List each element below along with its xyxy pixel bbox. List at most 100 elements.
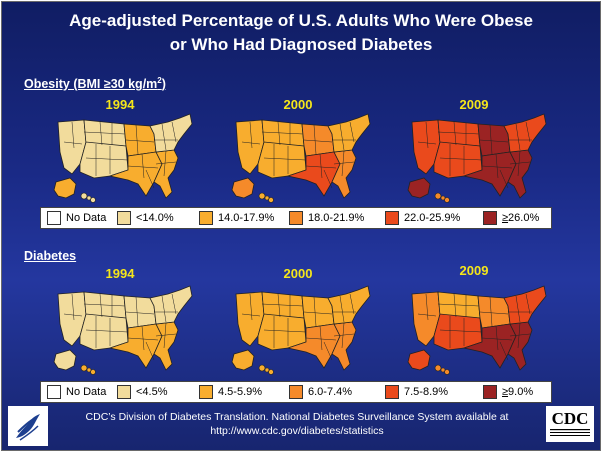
map-state-border (339, 295, 345, 323)
map-state-border (261, 303, 304, 307)
obesity-map-2009 (404, 112, 554, 206)
legend-item: <14.0% (111, 208, 193, 228)
map-region-hawaii (444, 369, 450, 375)
legend-swatch (47, 385, 61, 399)
map-region-hawaii (80, 192, 88, 200)
cdc-logo: CDC (546, 406, 594, 442)
legend-swatch (483, 385, 497, 399)
legend-item: <4.5% (111, 382, 193, 402)
map-state-border (439, 329, 483, 333)
map-state-border (517, 322, 521, 349)
map-state-border (263, 157, 307, 161)
map-region-hawaii (80, 364, 88, 372)
us-map-icon (231, 113, 371, 203)
map-region-hawaii (258, 364, 266, 372)
map-state-border (305, 337, 337, 341)
map-region-hawaii (444, 197, 450, 203)
map-state-border (439, 157, 483, 161)
map-state-border (333, 161, 355, 165)
title-line-1: Age-adjusted Percentage of U.S. Adults W… (69, 11, 533, 30)
us-map-icon (53, 285, 193, 375)
map-state-border (83, 131, 126, 135)
map-region-alaska (53, 349, 77, 371)
map-state-border (323, 169, 333, 189)
map-region-se (153, 321, 179, 371)
obesity-year-1994: 1994 (105, 97, 135, 112)
legend-label: 14.0-17.9% (218, 212, 275, 224)
obesity-section-label: Obesity (BMI ≥30 kg/m2) (24, 76, 166, 92)
map-region-hawaii (86, 195, 92, 201)
map-state-border (71, 293, 75, 321)
legend-swatch (385, 385, 399, 399)
diabetes-map-1994 (50, 284, 200, 378)
legend-item: ≥26.0% (477, 208, 551, 228)
cdc-logo-lines-icon (550, 429, 590, 436)
obesity-map-2000 (228, 112, 378, 206)
map-region-se (153, 149, 179, 199)
diabetes-year-2000: 2000 (283, 266, 313, 281)
map-region-hawaii (268, 197, 274, 203)
legend-swatch (483, 211, 497, 225)
map-state-border (417, 141, 437, 145)
legend-label: <14.0% (136, 212, 174, 224)
map-state-border (155, 161, 177, 165)
map-state-border (479, 311, 509, 315)
legend-item: No Data (41, 382, 111, 402)
map-state-border (323, 341, 333, 361)
map-state-border (509, 333, 531, 337)
footer-line-1: CDC’s Division of Diabetes Translation. … (85, 411, 509, 423)
map-state-border (261, 131, 304, 135)
map-state-border (241, 313, 261, 317)
legend-label: 7.5-8.9% (404, 386, 449, 398)
diabetes-legend: No Data <4.5% 4.5-5.9% 6.0-7.4% 7.5-8.9% ≥9.0… (40, 381, 552, 403)
map-state-border (495, 325, 499, 351)
footer-line-2: http://www.cdc.gov/diabetes/statistics (210, 425, 384, 437)
map-state-border (145, 169, 155, 189)
map-state-border (525, 121, 531, 143)
map-state-border (63, 141, 83, 145)
map-region-ne (327, 285, 371, 325)
map-state-border (425, 121, 429, 149)
obesity-year-2000: 2000 (283, 97, 313, 112)
map-state-border (249, 293, 253, 321)
map-state-border (127, 337, 159, 341)
legend-item: 14.0-17.9% (193, 208, 283, 228)
us-map-icon (407, 285, 547, 375)
legend-label: 18.0-21.9% (308, 212, 365, 224)
map-state-border (71, 121, 75, 149)
hhs-eagle-icon (16, 414, 40, 441)
diabetes-section-label: Diabetes (24, 249, 77, 263)
map-state-border (305, 165, 337, 169)
legend-item: 22.0-25.9% (379, 208, 477, 228)
map-region-ne (503, 285, 547, 325)
map-region-hawaii (434, 364, 442, 372)
map-state-border (417, 313, 437, 317)
legend-label: 6.0-7.4% (308, 386, 353, 398)
legend-label: ≥26.0% (502, 212, 540, 224)
map-state-border (425, 293, 429, 321)
legend-label: No Data (66, 386, 107, 398)
map-state-border (63, 313, 83, 317)
title-line-2: or Who Had Diagnosed Diabetes (169, 35, 433, 54)
map-region-se (507, 321, 533, 371)
map-state-border (509, 161, 531, 165)
map-region-se (331, 321, 357, 371)
footer-text: CDC’s Division of Diabetes Translation. … (62, 410, 532, 438)
map-state-border (141, 325, 145, 351)
us-map-icon (231, 285, 371, 375)
map-region-alaska (407, 349, 431, 371)
map-region-se (331, 149, 357, 199)
obesity-year-2009: 2009 (459, 97, 489, 112)
map-state-border (83, 303, 126, 307)
map-region-hawaii (86, 367, 92, 373)
cdc-logo-text: CDC (551, 409, 589, 428)
diabetes-map-2009 (404, 284, 554, 378)
map-state-border (85, 329, 129, 333)
map-state-border (135, 296, 139, 327)
map-state-border (85, 157, 129, 161)
map-state-border (313, 124, 317, 155)
legend-swatch (199, 385, 213, 399)
map-state-border (161, 295, 167, 323)
map-region-hawaii (90, 197, 96, 203)
obesity-legend: No Data <14.0% 14.0-17.9% 18.0-21.9% 22.0-25… (40, 207, 552, 229)
